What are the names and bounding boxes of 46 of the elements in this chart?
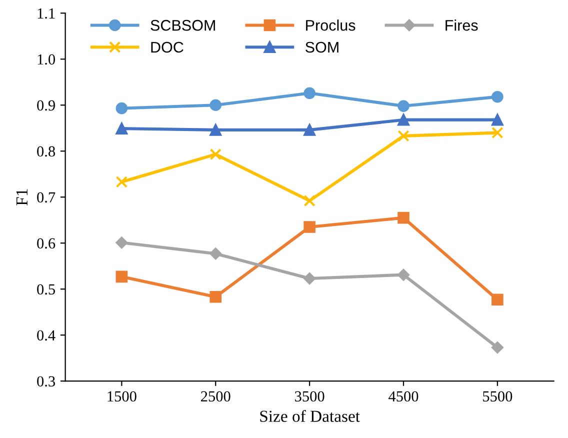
point (398, 212, 410, 224)
point (492, 90, 504, 103)
point (210, 290, 222, 303)
point (210, 99, 222, 112)
y-tick-label: 0.9 (37, 100, 55, 111)
point (304, 221, 316, 233)
y-tick-label: 0.5 (37, 284, 55, 295)
point (304, 87, 316, 100)
legend-label: SCBSOM (150, 20, 215, 31)
y-tick-label: 1.1 (38, 8, 55, 19)
y-tick-label: 1.0 (38, 54, 56, 65)
point (210, 124, 222, 136)
y-tick-label: 0.8 (37, 146, 56, 157)
point (398, 130, 410, 142)
point (304, 124, 316, 136)
y-tick-label: 0.6 (37, 238, 56, 249)
point (210, 148, 222, 160)
legend-label: DOC (151, 42, 184, 53)
point (398, 114, 410, 126)
point (492, 126, 504, 139)
x-tick-label: 1500 (108, 391, 136, 402)
point (116, 102, 128, 114)
y-tick-label: 0.7 (37, 192, 56, 203)
point (491, 342, 504, 354)
point (398, 268, 410, 281)
legend-label: Proclus (306, 20, 356, 31)
point (492, 114, 504, 126)
y-axis-title: F1 (16, 189, 28, 206)
point (398, 100, 410, 112)
point (304, 272, 316, 284)
point (116, 176, 128, 188)
legend-label: SOM (306, 42, 338, 53)
x-axis-title: Size of Dataset (260, 410, 360, 422)
point (116, 122, 128, 134)
point (116, 236, 128, 249)
x-tick-label: 3500 (295, 391, 324, 402)
x-tick-label: 2500 (201, 391, 230, 402)
point (492, 294, 504, 306)
point (304, 194, 316, 207)
y-tick-label: 0.4 (37, 330, 56, 341)
x-tick-label: 5500 (483, 391, 512, 402)
point (116, 270, 128, 283)
x-tick-label: 4500 (388, 391, 418, 402)
y-tick-label: 0.3 (37, 376, 55, 387)
point (210, 248, 222, 260)
legend-label: Fires (446, 20, 478, 31)
